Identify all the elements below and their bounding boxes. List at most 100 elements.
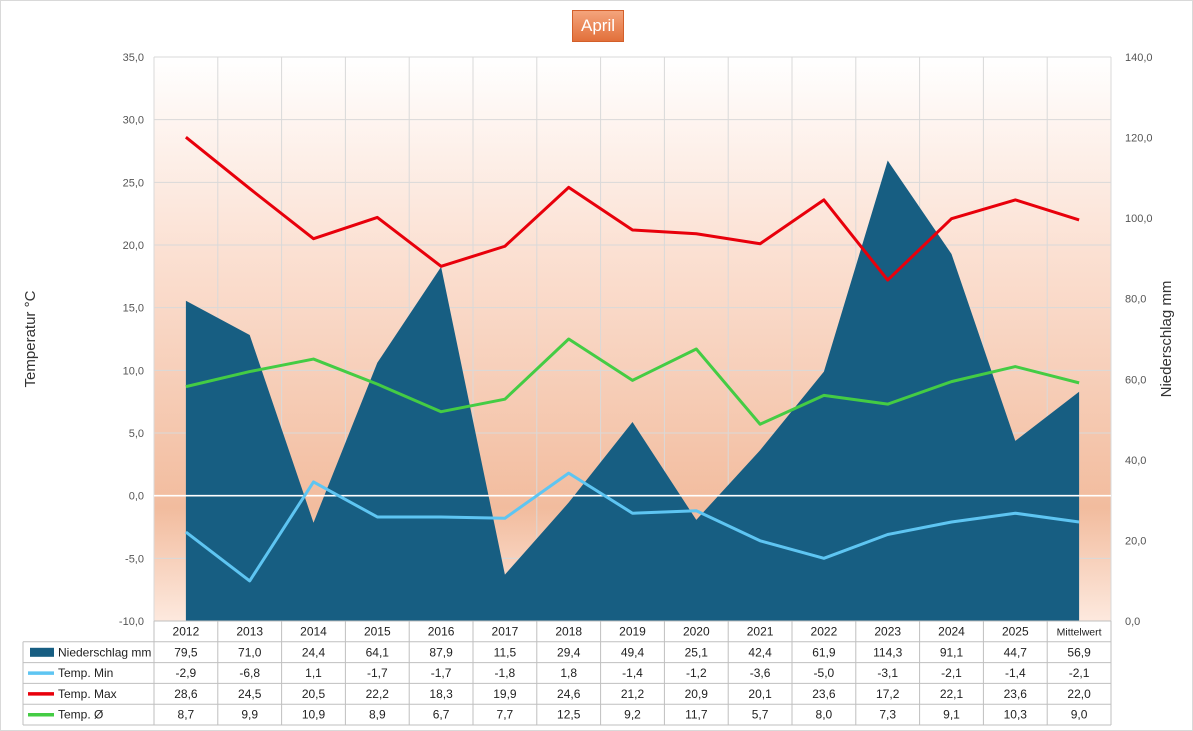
table-cell-temp-max: 22,1 [940,687,964,701]
category-label: 2020 [683,625,710,639]
table-cell-temp-avg: 9,1 [943,708,960,722]
table-cell-temp-avg: 11,7 [685,708,708,722]
category-label: 2021 [747,625,774,639]
table-cell-temp-max: 20,5 [302,687,326,701]
legend-label-temp-min: Temp. Min [58,666,113,680]
table-cell-temp-min: -1,8 [495,666,516,680]
y-right-tick-label: 60,0 [1125,374,1146,386]
category-label: 2022 [811,625,838,639]
table-cell-niederschlag: 91,1 [940,645,964,659]
category-label: 2014 [300,625,327,639]
table-cell-niederschlag: 29,4 [557,645,581,659]
y-left-tick-label: 30,0 [123,115,144,127]
table-cell-temp-min: 1,8 [560,666,577,680]
table-cell-temp-max: 17,2 [876,687,900,701]
table-cell-niederschlag: 114,3 [873,645,902,659]
chart-title: April [572,10,624,42]
legend-label-niederschlag: Niederschlag mm [58,645,151,659]
table-cell-temp-min: -2,9 [176,666,197,680]
table-cell-niederschlag: 79,5 [174,645,198,659]
legend-key-niederschlag [30,647,54,657]
category-label: 2017 [492,625,519,639]
table-cell-temp-min: 1,1 [305,666,322,680]
series-temp-min-line [184,471,1080,583]
series-temp-max-line [184,136,1080,282]
y-left-tick-label: -10,0 [119,616,144,628]
table-cell-niederschlag: 87,9 [429,645,453,659]
axis-labels: 35,0 30,0 25,0 20,0 15,0 10,0 5,0 0,0 -5,0 -10,0 1… [119,52,1153,628]
table-cell-temp-avg: 8,9 [369,708,386,722]
table-cell-temp-avg: 9,2 [624,708,641,722]
table-cell-temp-avg: 6,7 [433,708,450,722]
y-right-tick-label: 40,0 [1125,455,1146,467]
table-cell-temp-avg: 5,7 [752,708,769,722]
table-cell-temp-avg: 7,7 [497,708,514,722]
y-right-tick-label: 120,0 [1125,133,1153,145]
y-left-tick-label: 0,0 [129,491,144,503]
precipitation-area-layer [185,160,1080,621]
table-cell-temp-min: -6,8 [239,666,260,680]
category-label: 2019 [619,625,646,639]
legend-label-temp-avg: Temp. Ø [58,708,103,722]
table-cell-temp-min: -2,1 [941,666,962,680]
table-cell-temp-avg: 10,9 [302,708,326,722]
table-cell-niederschlag: 64,1 [366,645,390,659]
y-axis-left-title: Temperatur °C [22,290,39,387]
table-cell-temp-min: -1,2 [686,666,707,680]
category-label: 2016 [428,625,455,639]
table-cell-temp-avg: 8,7 [178,708,195,722]
table-cell-niederschlag: 11,5 [494,645,517,659]
y-axis-right-title: Niederschlag mm [1158,281,1175,398]
category-label: 2013 [236,625,263,639]
table-cell-temp-avg: 9,9 [241,708,258,722]
table-cell-temp-avg: 7,3 [879,708,896,722]
table-cell-temp-avg: 9,0 [1071,708,1088,722]
table-cell-niederschlag: 42,4 [748,645,772,659]
table-cell-temp-min: -3,1 [877,666,898,680]
y-left-tick-label: -5,0 [125,553,144,565]
table-cell-temp-min: -5,0 [814,666,835,680]
y-left-tick-label: 15,0 [123,303,144,315]
table-cell-temp-max: 19,9 [493,687,517,701]
table-cell-temp-min: -1,7 [431,666,452,680]
table-cell-temp-min: -2,1 [1069,666,1090,680]
data-table: 2012 2013 2014 2015 2016 2017 2018 2019 2020 2021… [22,620,1112,726]
y-left-tick-label: 10,0 [123,365,144,377]
table-cell-temp-max: 23,6 [1004,687,1028,701]
table-cell-temp-min: -1,4 [1005,666,1026,680]
table-cell-temp-max: 22,0 [1067,687,1091,701]
table-cell-niederschlag: 44,7 [1004,645,1028,659]
table-cell-temp-max: 24,5 [238,687,262,701]
table-cell-temp-max: 24,6 [557,687,581,701]
table-cell-temp-min: -1,4 [622,666,643,680]
table-cell-temp-avg: 12,5 [557,708,581,722]
table-cell-temp-max: 21,2 [621,687,645,701]
category-label: Mittelwert [1057,627,1102,639]
category-label: 2024 [938,625,965,639]
y-right-tick-label: 0,0 [1125,616,1140,628]
y-left-tick-label: 25,0 [123,177,144,189]
y-left-tick-label: 5,0 [129,428,144,440]
y-right-tick-label: 100,0 [1125,213,1153,225]
y-left-tick-label: 20,0 [123,240,144,252]
category-label: 2012 [173,625,200,639]
table-cell-temp-max: 20,1 [748,687,772,701]
category-label: 2023 [874,625,901,639]
temperature-lines-layer [184,136,1080,583]
table-cell-temp-min: -1,7 [367,666,388,680]
y-right-tick-label: 20,0 [1125,535,1146,547]
table-cell-temp-avg: 8,0 [816,708,833,722]
table-cell-niederschlag: 61,9 [812,645,836,659]
y-right-tick-label: 80,0 [1125,294,1146,306]
table-cell-temp-max: 23,6 [812,687,836,701]
table-cell-niederschlag: 71,0 [238,645,262,659]
table-cell-niederschlag: 24,4 [302,645,326,659]
category-label: 2025 [1002,625,1029,639]
table-cell-niederschlag: 56,9 [1067,645,1091,659]
series-niederschlag-area [185,160,1080,621]
series-temp-avg-line [185,337,1080,426]
category-label: 2018 [555,625,582,639]
y-left-tick-label: 35,0 [123,52,144,64]
